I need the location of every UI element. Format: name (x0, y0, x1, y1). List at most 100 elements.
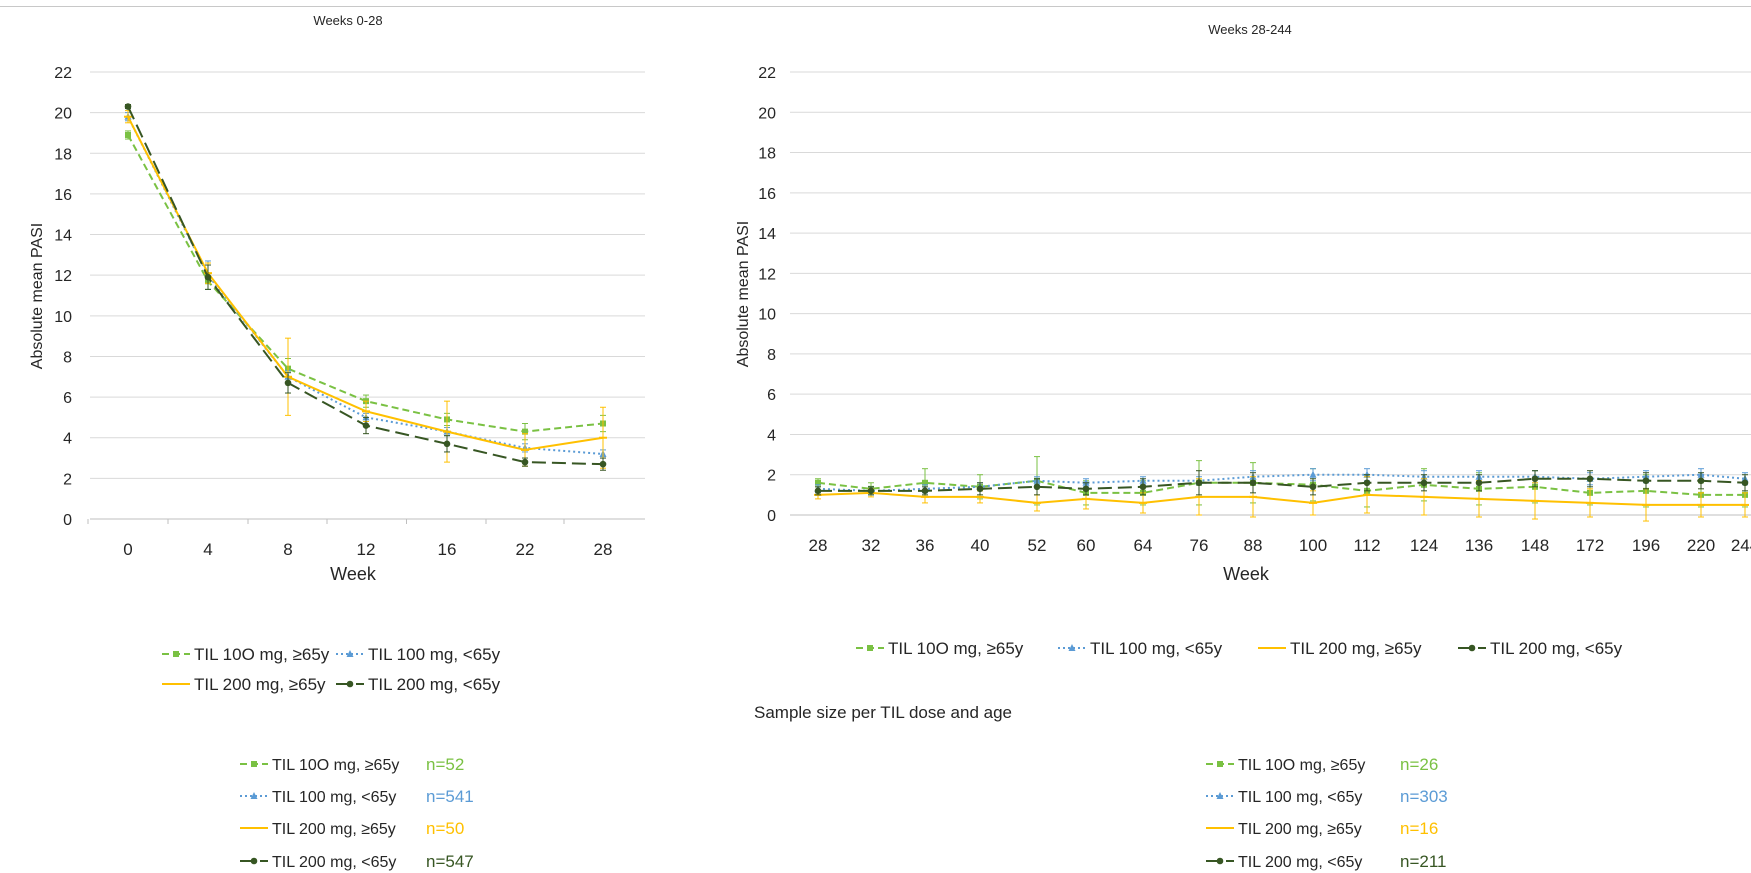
legend-right: TIL 10O mg, ≥65y TIL 100 mg, <65y TIL 200 … (856, 639, 1623, 658)
data-point (362, 422, 370, 429)
x-tick-label: 220 (1687, 536, 1715, 555)
x-tick-label: 64 (1134, 536, 1153, 555)
legend-marker (1468, 644, 1476, 652)
top-rule (0, 6, 1751, 7)
data-point (124, 103, 132, 110)
x-tick-label: 88 (1244, 536, 1263, 555)
x-tick-label: 76 (1190, 536, 1209, 555)
y-tick-labels: 0 2 4 6 8 10 12 14 16 18 20 22 (758, 65, 776, 525)
x-tick-label: 40 (971, 536, 990, 555)
x-tick-label: 36 (916, 536, 935, 555)
legend-marker (1216, 857, 1224, 865)
data-point (1033, 483, 1041, 491)
legend-label: TIL 200 mg, ≥65y (194, 675, 326, 694)
y-tick-label: 22 (54, 65, 72, 82)
data-point (599, 460, 607, 468)
legend-marker (173, 651, 179, 657)
x-tick-label: 60 (1077, 536, 1096, 555)
sample-size-legend-item: TIL 200 mg, <65y (240, 854, 396, 871)
data-point (1309, 483, 1317, 491)
data-point (867, 487, 875, 495)
data-point (1586, 475, 1594, 483)
data-point (1697, 477, 1705, 485)
data-point (1475, 479, 1483, 487)
x-axis-label: Week (1223, 564, 1270, 584)
legend-label: TIL 10O mg, ≥65y (888, 639, 1024, 658)
legend-label: TIL 10O mg, ≥65y (1238, 757, 1365, 774)
legend-label: TIL 100 mg, <65y (272, 789, 396, 806)
x-tick-label: 32 (862, 536, 881, 555)
x-tick-labels: 0 4 8 12 16 22 28 (123, 540, 612, 559)
x-tick-label: 8 (283, 540, 292, 559)
y-tick-label: 2 (767, 468, 776, 485)
data-point (204, 273, 212, 281)
x-tick-label: 16 (438, 540, 457, 559)
sample-size-n: n=52 (426, 755, 464, 774)
series-1 (125, 130, 606, 441)
legend-item: TIL 100 mg, <65y (336, 645, 501, 664)
data-point (1531, 475, 1539, 483)
x-tick-label: 28 (594, 540, 613, 559)
data-point (521, 458, 529, 466)
series-line (817, 491, 1745, 506)
x-tick-label: 12 (357, 540, 376, 559)
x-tick-label: 136 (1465, 536, 1493, 555)
data-point (284, 379, 292, 387)
series-line (817, 479, 1745, 496)
legend-item: TIL 100 mg, <65y (1058, 639, 1223, 658)
sample-size-n: n=541 (426, 787, 474, 806)
sample-size-right: TIL 10O mg, ≥65y n=26 TIL 100 mg, <65y n=30… (1206, 755, 1448, 871)
sample-size-legend-item: TIL 100 mg, <65y (240, 789, 396, 806)
data-point (921, 487, 929, 495)
series-line (817, 473, 1746, 492)
y-tick-label: 4 (767, 427, 776, 444)
data-point (1741, 479, 1749, 487)
y-tick-label: 6 (767, 387, 776, 404)
data-point (125, 131, 131, 138)
sample-size-n: n=16 (1400, 819, 1438, 838)
legend-label: TIL 100 mg, <65y (1238, 789, 1362, 806)
y-tick-label: 12 (758, 266, 776, 283)
x-tick-label: 196 (1632, 536, 1660, 555)
y-tick-labels: 0 2 4 6 8 10 12 14 16 18 20 22 (54, 65, 72, 529)
y-tick-label: 18 (758, 146, 776, 163)
y-tick-label: 18 (54, 146, 72, 163)
y-tick-label: 20 (54, 106, 72, 123)
series-2 (814, 468, 1749, 496)
data-point (976, 485, 984, 493)
x-tick-label: 0 (123, 540, 132, 559)
legend-label: TIL 10O mg, ≥65y (194, 645, 330, 664)
data-point (1139, 483, 1147, 491)
data-point (814, 487, 822, 495)
legend-label: TIL 100 mg, <65y (1090, 639, 1223, 658)
legend-item: TIL 10O mg, ≥65y (162, 645, 330, 664)
x-tick-label: 22 (516, 540, 535, 559)
legend-item: TIL 200 mg, ≥65y (162, 675, 326, 694)
y-tick-label: 0 (767, 508, 776, 525)
x-tick-label: 4 (203, 540, 212, 559)
x-axis-label: Week (330, 564, 377, 584)
sample-size-legend-item: TIL 10O mg, ≥65y (1206, 757, 1365, 774)
y-tick-label: 6 (63, 390, 72, 407)
legend-left: TIL 10O mg, ≥65y TIL 100 mg, <65y TIL 200 … (162, 645, 501, 694)
x-tick-label: 124 (1410, 536, 1438, 555)
chart-title: Weeks 28-244 (1208, 22, 1292, 37)
y-tick-label: 16 (758, 186, 776, 203)
x-tick-label: 244 (1731, 536, 1751, 555)
y-tick-label: 10 (758, 307, 776, 324)
legend-marker (250, 792, 258, 799)
data-point (1249, 479, 1257, 487)
series-group (814, 456, 1749, 522)
legend-item: TIL 10O mg, ≥65y (856, 639, 1024, 658)
y-tick-label: 22 (758, 65, 776, 82)
gridlines (790, 71, 1751, 516)
y-tick-label: 16 (54, 187, 72, 204)
data-point (1309, 470, 1317, 478)
y-tick-label: 8 (63, 349, 72, 366)
data-point (922, 479, 928, 486)
legend-item: TIL 200 mg, <65y (336, 675, 501, 694)
x-tick-label: 100 (1299, 536, 1327, 555)
series-3 (124, 110, 607, 469)
legend-label: TIL 200 mg, ≥65y (1238, 821, 1362, 838)
